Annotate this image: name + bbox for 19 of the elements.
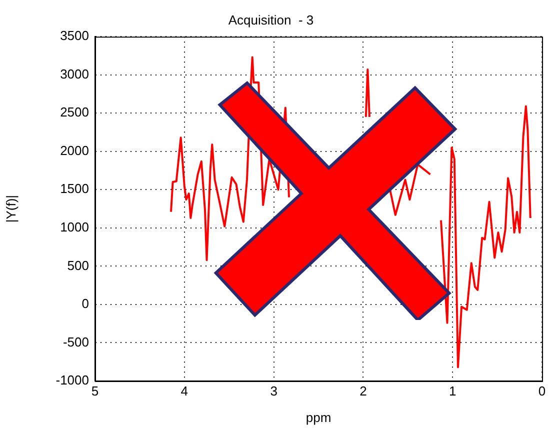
y-tick-label: 1000 [60, 220, 89, 235]
y-tick-label: 3000 [60, 66, 89, 82]
y-tick-label: 500 [67, 258, 89, 273]
x-tick-label: 2 [360, 383, 367, 398]
chart-title: Acquisition - 3 [228, 12, 314, 28]
x-tick-label: 0 [538, 383, 546, 398]
x-axis-title: ppm [306, 410, 332, 425]
y-tick-label: -1000 [56, 372, 89, 388]
x-tick-label: 1 [448, 383, 456, 398]
x-tick-label: 4 [180, 383, 188, 398]
y-tick-label: 2500 [60, 104, 89, 120]
x-tick-label: 5 [91, 383, 99, 398]
y-tick-label: 0 [82, 296, 89, 312]
y-tick-label: 1500 [60, 181, 89, 196]
y-tick-label: -500 [62, 334, 89, 350]
y-axis-title: |Y(f)| [3, 194, 18, 223]
y-tick-label: 2000 [60, 142, 89, 158]
x-tick-label: 3 [270, 383, 278, 398]
y-tick-label: 3500 [60, 28, 89, 44]
